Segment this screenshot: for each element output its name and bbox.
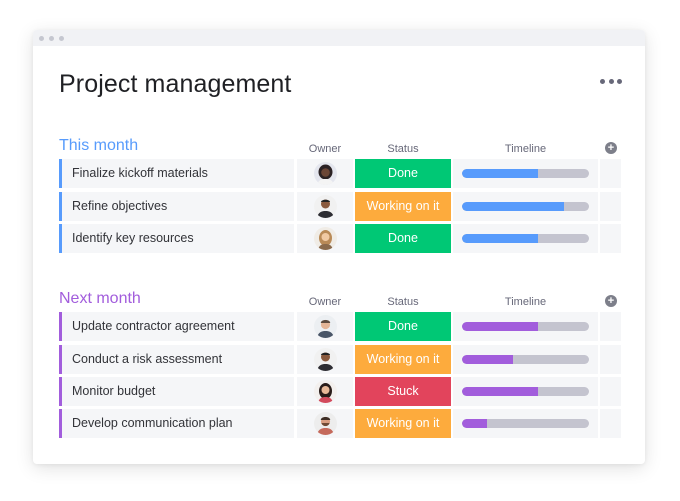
timeline-bar bbox=[462, 355, 589, 364]
status-label: Done bbox=[388, 166, 418, 180]
table-row[interactable]: Conduct a risk assessment Working on it bbox=[59, 345, 621, 374]
status-badge[interactable]: Done bbox=[355, 224, 451, 253]
plus-circle-icon[interactable]: + bbox=[605, 295, 617, 307]
timeline-cell[interactable] bbox=[453, 409, 598, 438]
status-label: Working on it bbox=[366, 199, 440, 213]
table-row[interactable]: Develop communication plan Working on it bbox=[59, 409, 621, 438]
timeline-cell[interactable] bbox=[453, 159, 598, 188]
empty-column-cell[interactable] bbox=[600, 409, 621, 438]
status-badge[interactable]: Working on it bbox=[355, 345, 451, 374]
window-dot-icon bbox=[39, 36, 44, 41]
avatar bbox=[314, 315, 337, 338]
timeline-bar-fill bbox=[462, 387, 539, 396]
column-header-owner[interactable]: Owner bbox=[308, 143, 342, 155]
empty-column-cell[interactable] bbox=[600, 377, 621, 406]
timeline-bar-fill bbox=[462, 322, 539, 331]
status-badge[interactable]: Done bbox=[355, 159, 451, 188]
timeline-cell[interactable] bbox=[453, 377, 598, 406]
timeline-bar-fill bbox=[462, 419, 488, 428]
item-name: Develop communication plan bbox=[72, 416, 233, 430]
status-badge[interactable]: Working on it bbox=[355, 409, 451, 438]
board-window: Project management This month Owner Status… bbox=[33, 30, 645, 464]
status-label: Working on it bbox=[366, 416, 440, 430]
timeline-bar bbox=[462, 322, 589, 331]
column-header-timeline[interactable]: Timeline bbox=[504, 143, 547, 155]
empty-column-cell[interactable] bbox=[600, 159, 621, 188]
owner-cell[interactable] bbox=[297, 159, 353, 188]
group-title[interactable]: Next month bbox=[59, 290, 141, 307]
board-title: Project management bbox=[59, 70, 292, 98]
item-name-cell[interactable]: Develop communication plan bbox=[59, 409, 294, 438]
timeline-bar-fill bbox=[462, 202, 564, 211]
timeline-cell[interactable] bbox=[453, 345, 598, 374]
item-name-cell[interactable]: Identify key resources bbox=[59, 224, 294, 253]
empty-column-cell[interactable] bbox=[600, 312, 621, 341]
window-titlebar bbox=[33, 30, 645, 46]
column-header-status[interactable]: Status bbox=[387, 296, 419, 308]
column-header-status[interactable]: Status bbox=[387, 143, 419, 155]
more-options-icon[interactable] bbox=[600, 74, 622, 88]
item-name-cell[interactable]: Refine objectives bbox=[59, 192, 294, 221]
status-label: Done bbox=[388, 319, 418, 333]
timeline-bar bbox=[462, 419, 589, 428]
item-name: Refine objectives bbox=[72, 199, 168, 213]
timeline-cell[interactable] bbox=[453, 312, 598, 341]
avatar bbox=[314, 162, 337, 185]
owner-cell[interactable] bbox=[297, 192, 353, 221]
window-dot-icon bbox=[59, 36, 64, 41]
avatar bbox=[314, 412, 337, 435]
item-name: Conduct a risk assessment bbox=[72, 352, 223, 366]
item-name: Monitor budget bbox=[72, 384, 156, 398]
item-name-cell[interactable]: Conduct a risk assessment bbox=[59, 345, 294, 374]
status-label: Working on it bbox=[366, 352, 440, 366]
owner-cell[interactable] bbox=[297, 409, 353, 438]
timeline-bar bbox=[462, 234, 589, 243]
table-row[interactable]: Finalize kickoff materials Done bbox=[59, 159, 621, 188]
item-name-cell[interactable]: Finalize kickoff materials bbox=[59, 159, 294, 188]
avatar bbox=[314, 195, 337, 218]
item-name-cell[interactable]: Update contractor agreement bbox=[59, 312, 294, 341]
item-name: Finalize kickoff materials bbox=[72, 166, 208, 180]
timeline-bar-fill bbox=[462, 169, 539, 178]
owner-cell[interactable] bbox=[297, 345, 353, 374]
table-row[interactable]: Update contractor agreement Done bbox=[59, 312, 621, 341]
status-label: Done bbox=[388, 231, 418, 245]
timeline-bar-fill bbox=[462, 234, 539, 243]
avatar bbox=[314, 380, 337, 403]
plus-circle-icon[interactable]: + bbox=[605, 142, 617, 154]
status-label: Stuck bbox=[387, 384, 419, 398]
timeline-bar bbox=[462, 387, 589, 396]
avatar bbox=[314, 227, 337, 250]
table-row[interactable]: Identify key resources Done bbox=[59, 224, 621, 253]
timeline-cell[interactable] bbox=[453, 224, 598, 253]
avatar bbox=[314, 348, 337, 371]
owner-cell[interactable] bbox=[297, 312, 353, 341]
owner-cell[interactable] bbox=[297, 224, 353, 253]
item-name-cell[interactable]: Monitor budget bbox=[59, 377, 294, 406]
column-header-owner[interactable]: Owner bbox=[308, 296, 342, 308]
timeline-cell[interactable] bbox=[453, 192, 598, 221]
window-dot-icon bbox=[49, 36, 54, 41]
timeline-bar bbox=[462, 169, 589, 178]
timeline-bar bbox=[462, 202, 589, 211]
group-title[interactable]: This month bbox=[59, 137, 139, 154]
status-badge[interactable]: Working on it bbox=[355, 192, 451, 221]
empty-column-cell[interactable] bbox=[600, 224, 621, 253]
table-row[interactable]: Refine objectives Working on it bbox=[59, 192, 621, 221]
empty-column-cell[interactable] bbox=[600, 345, 621, 374]
item-name: Identify key resources bbox=[72, 231, 194, 245]
column-header-timeline[interactable]: Timeline bbox=[504, 296, 547, 308]
empty-column-cell[interactable] bbox=[600, 192, 621, 221]
status-badge[interactable]: Stuck bbox=[355, 377, 451, 406]
table-row[interactable]: Monitor budget Stuck bbox=[59, 377, 621, 406]
timeline-bar-fill bbox=[462, 355, 513, 364]
item-name: Update contractor agreement bbox=[72, 319, 235, 333]
owner-cell[interactable] bbox=[297, 377, 353, 406]
status-badge[interactable]: Done bbox=[355, 312, 451, 341]
